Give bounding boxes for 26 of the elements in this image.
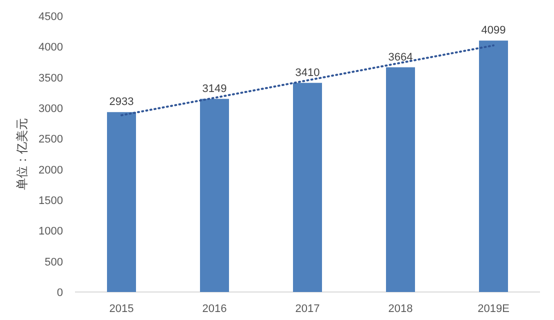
data-label: 3149	[202, 82, 227, 95]
y-tick-label: 1500	[38, 195, 63, 207]
x-tick-label: 2016	[202, 303, 227, 315]
y-tick-label: 3000	[38, 103, 63, 115]
bar	[386, 67, 415, 292]
y-tick-label: 4000	[38, 42, 63, 54]
bar	[293, 82, 322, 292]
x-tick-label: 2015	[109, 303, 134, 315]
bar	[479, 40, 508, 292]
y-tick-label: 500	[44, 256, 63, 268]
bar	[200, 98, 229, 292]
data-label: 4099	[481, 24, 506, 37]
y-axis-title: 单位：亿美元	[15, 118, 29, 190]
y-tick-label: 2500	[38, 134, 63, 146]
x-tick-label: 2017	[295, 303, 320, 315]
data-label: 3664	[388, 51, 413, 64]
x-tick-label: 2019E	[478, 303, 510, 315]
data-label: 3410	[295, 66, 320, 79]
y-tick-label: 2000	[38, 164, 63, 176]
data-label: 2933	[109, 96, 134, 108]
y-tick-label: 3500	[38, 72, 63, 84]
bar	[107, 112, 136, 292]
y-tick-label: 4500	[38, 11, 63, 23]
x-tick-label: 2018	[388, 303, 413, 315]
y-tick-label: 1000	[38, 226, 63, 238]
y-tick-label: 0	[56, 287, 63, 299]
